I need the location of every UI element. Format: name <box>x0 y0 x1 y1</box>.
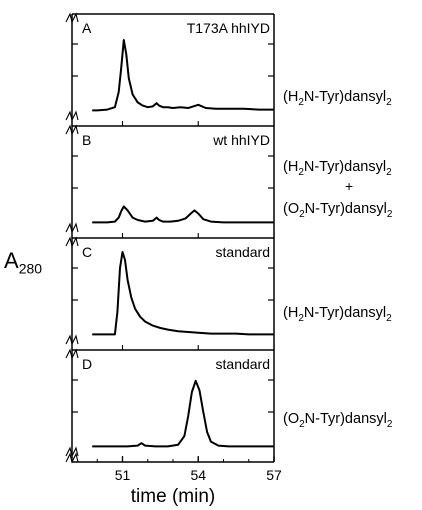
panel-letter-c: C <box>82 244 92 260</box>
panel-d-axis-break-top <box>65 348 79 360</box>
panel-letter-a: A <box>82 20 92 36</box>
compound-plus-b: + <box>345 178 354 194</box>
chromatogram-trace-c <box>92 251 274 336</box>
compound-label-a: (H2N-Tyr)dansyl2 <box>283 89 392 108</box>
panel-letter-b: B <box>82 132 91 148</box>
panel-c-axis-break-bottom <box>65 334 79 346</box>
panel-b-axis-break-top <box>65 124 79 136</box>
y-axis-label-subscript: 280 <box>18 260 43 277</box>
chromatogram-trace-d <box>92 379 274 448</box>
panel-title-b: wt hhIYD <box>212 132 270 148</box>
panel-b-axis-break-bottom <box>65 222 79 234</box>
panel-a-axis-break-bottom <box>65 110 79 122</box>
panel-a-axis-break-top <box>65 12 79 24</box>
chromatogram-trace-b <box>92 205 274 224</box>
compound-label-d: (O2N-Tyr)dansyl2 <box>283 411 393 430</box>
panel-title-c: standard <box>216 244 270 260</box>
compound-label-b-1: (H2N-Tyr)dansyl2 <box>283 159 392 178</box>
panel-title-a: T173A hhIYD <box>187 20 270 36</box>
x-tick-label: 51 <box>115 467 131 483</box>
panel-c-axis-break-top <box>65 236 79 248</box>
panel-letter-d: D <box>82 356 92 372</box>
x-axis-break <box>65 452 79 464</box>
chromatogram-trace-a <box>92 39 274 112</box>
compound-label-b-2: (O2N-Tyr)dansyl2 <box>283 201 393 220</box>
compound-label-c: (H2N-Tyr)dansyl2 <box>283 305 392 324</box>
panel-title-d: standard <box>216 356 270 372</box>
x-tick-label: 57 <box>266 467 282 483</box>
x-tick-label: 54 <box>190 467 206 483</box>
x-axis-label: time (min) <box>131 486 215 507</box>
y-axis-label: A280 <box>4 248 43 277</box>
panel-d-axis-break-bottom <box>65 446 79 458</box>
